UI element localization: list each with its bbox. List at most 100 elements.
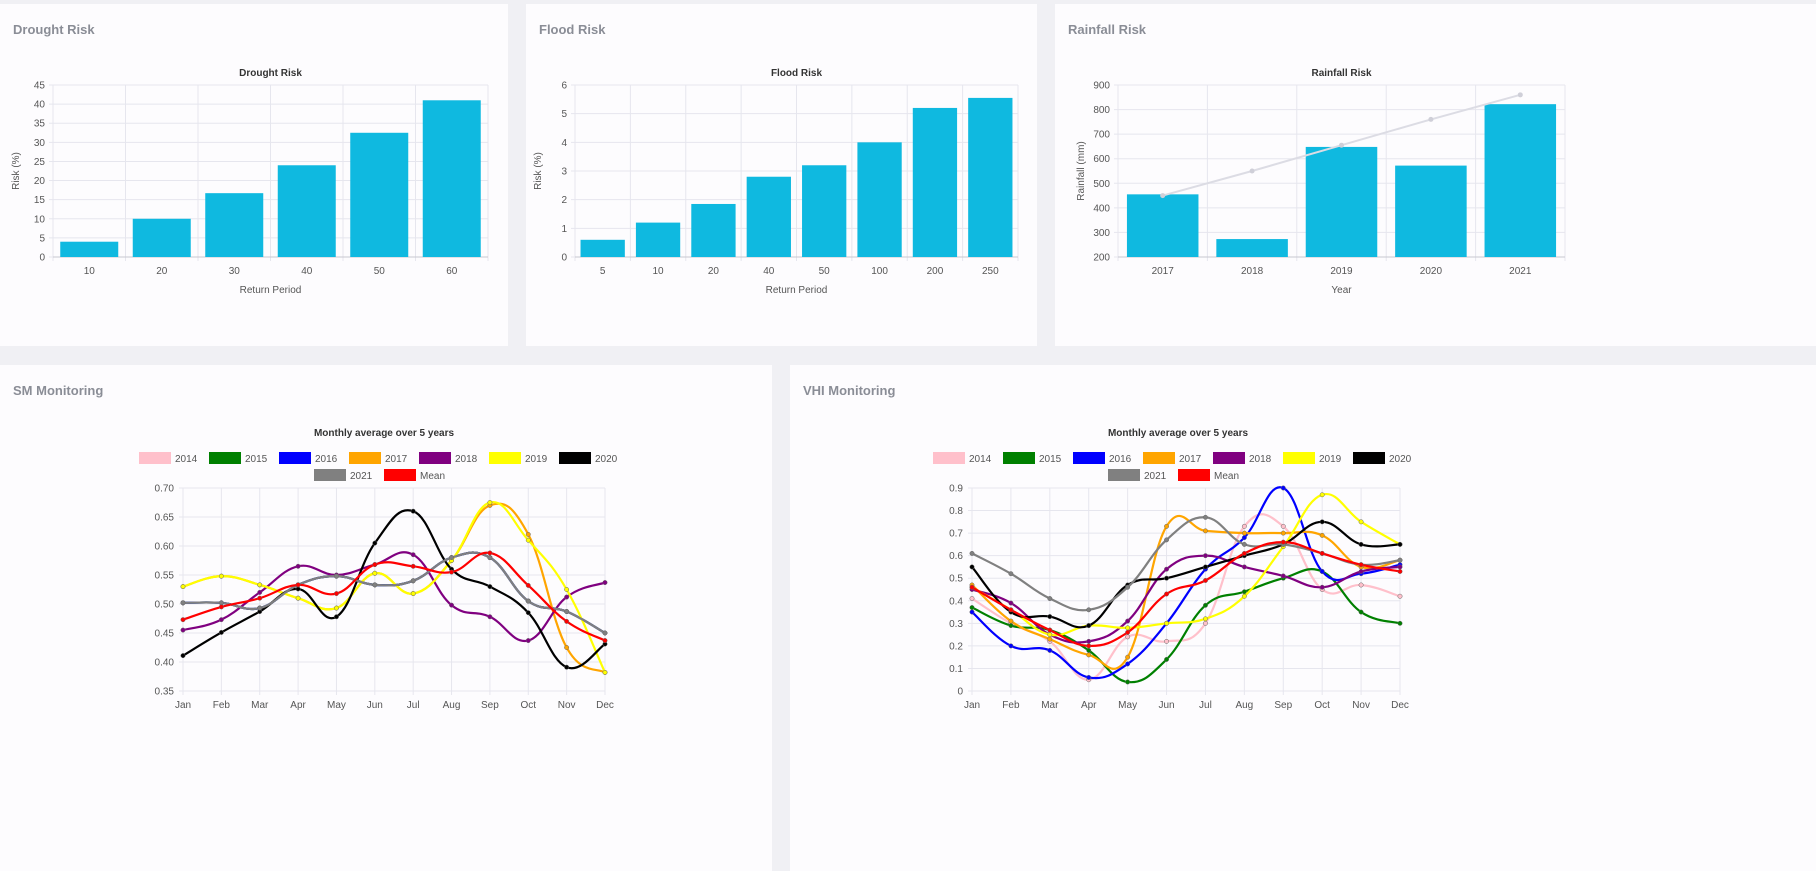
data-point (1008, 618, 1014, 624)
data-point (1319, 584, 1325, 590)
legend-label: 2018 (455, 454, 478, 465)
rainfall-risk-card: Rainfall Risk Rainfall Risk 200 300 400 500 6… (1055, 4, 1816, 346)
data-point (1319, 569, 1325, 574)
data-point (1125, 584, 1131, 590)
data-point (1125, 661, 1131, 667)
drought-risk-chart: Drought Risk 0 5 10 15 20 25 30 35 40 45 10 20 30 40 50… (11, 68, 489, 296)
card-title: Flood Risk (539, 22, 606, 37)
data-point (1358, 519, 1364, 525)
data-point (1125, 634, 1131, 640)
legend-swatch (1283, 452, 1315, 464)
data-point (1280, 485, 1286, 491)
legend-swatch (314, 469, 346, 481)
legend-swatch (349, 452, 381, 464)
x-axis-label: Return Period (766, 285, 828, 296)
y-tick-label: 3 (561, 167, 567, 178)
series-line (182, 501, 606, 673)
data-point (218, 573, 224, 579)
data-point (372, 562, 378, 568)
card-title: Rainfall Risk (1068, 22, 1147, 37)
x-tick-label: 60 (446, 266, 458, 277)
legend-label: 2014 (969, 454, 992, 465)
data-point (372, 570, 378, 576)
sm-monitoring-chart: Monthly average over 5 years 2014 2015 2016… (139, 428, 618, 711)
data-point (564, 645, 570, 650)
data-point (295, 563, 301, 569)
data-point (1125, 625, 1131, 631)
y-tick-label: 15 (34, 195, 46, 206)
data-point (334, 614, 339, 620)
data-point (180, 617, 186, 623)
bar (746, 176, 791, 257)
card-title: Drought Risk (13, 22, 95, 37)
data-point (1319, 532, 1325, 538)
data-point (1319, 492, 1325, 498)
legend-swatch (1143, 452, 1175, 464)
legend-label: 2020 (595, 454, 618, 465)
data-point (1241, 535, 1247, 541)
bar (205, 193, 264, 257)
data-point (1280, 573, 1286, 579)
data-point (1203, 616, 1208, 622)
data-point (1280, 523, 1286, 529)
legend-label: 2014 (175, 454, 198, 465)
y-tick-label: 5 (561, 109, 567, 120)
y-tick-label: 5 (39, 233, 45, 244)
series-line (182, 509, 606, 670)
data-point (1086, 638, 1092, 644)
data-point (969, 596, 975, 601)
data-point (334, 591, 339, 597)
chart-title: Drought Risk (239, 68, 302, 79)
y-tick-label: 0.55 (155, 571, 175, 582)
data-point (334, 573, 339, 579)
bar (1305, 146, 1378, 257)
data-point (1008, 643, 1014, 649)
x-tick-label: Dec (1391, 700, 1409, 711)
data-point (1164, 575, 1169, 581)
legend-label: 2015 (1039, 454, 1062, 465)
x-tick-label: May (327, 700, 346, 711)
data-point (1164, 523, 1169, 529)
data-point (1086, 647, 1092, 653)
legend-label: Mean (1214, 471, 1239, 482)
y-tick-label: 0.3 (949, 619, 963, 630)
x-tick-label: Jul (1199, 700, 1212, 711)
y-tick-label: 4 (561, 138, 567, 149)
vhi-monitoring-card: VHI Monitoring Monthly average over 5 ye… (790, 365, 1816, 871)
x-axis-label: Return Period (240, 285, 302, 296)
y-tick-label: 0.60 (155, 542, 175, 553)
bar (1216, 239, 1288, 257)
x-tick-label: 5 (600, 266, 606, 277)
y-tick-label: 0.45 (155, 629, 175, 640)
x-tick-label: 2017 (1152, 266, 1175, 277)
data-point (180, 627, 186, 633)
x-tick-label: Apr (1081, 700, 1097, 711)
series-line (971, 493, 1401, 637)
bar (802, 165, 847, 257)
y-tick-label: 0.50 (155, 600, 175, 611)
bar (968, 97, 1013, 258)
y-tick-label: 800 (1093, 105, 1110, 116)
x-tick-label: 50 (374, 266, 386, 277)
legend-label: 2017 (385, 454, 408, 465)
data-point (295, 582, 301, 588)
data-point (487, 584, 493, 590)
trend-point (1339, 142, 1344, 148)
bar (350, 132, 409, 257)
data-point (1047, 614, 1053, 620)
data-point (969, 605, 975, 610)
x-axis-label: Year (1331, 285, 1352, 296)
data-point (1008, 607, 1014, 613)
data-point (1397, 569, 1403, 574)
data-point (1280, 530, 1286, 536)
data-point (449, 555, 454, 561)
x-tick-label: Sep (481, 700, 499, 711)
data-point (1397, 564, 1403, 570)
data-point (1397, 593, 1403, 599)
chart-title: Monthly average over 5 years (1108, 428, 1249, 439)
y-tick-label: 0.65 (155, 513, 175, 524)
trend-point (1249, 168, 1255, 174)
data-point (410, 563, 416, 569)
data-point (602, 630, 608, 636)
y-tick-label: 1 (561, 224, 567, 235)
